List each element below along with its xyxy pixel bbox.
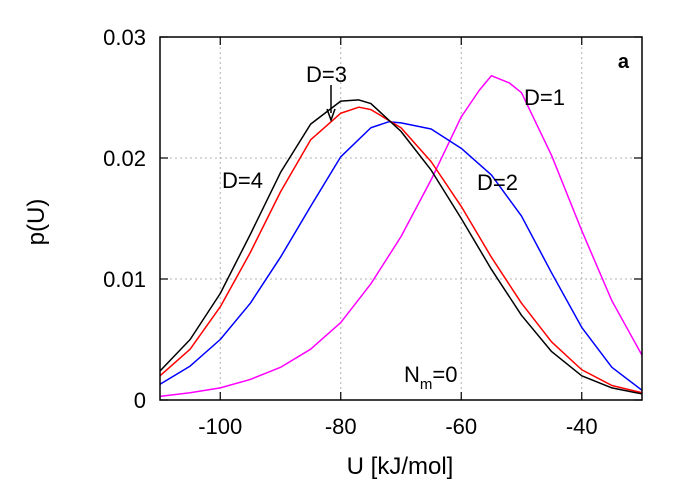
- series-label-d1: D=1: [524, 85, 565, 110]
- x-tick-label: -60: [445, 414, 477, 439]
- series-lines: [159, 74, 643, 398]
- y-axis-label: p(U): [23, 199, 50, 246]
- series-label-d4: D=4: [222, 168, 263, 193]
- d3-pointer-arrowhead: [326, 108, 336, 123]
- x-tick-label: -80: [325, 414, 357, 439]
- series-label-d3: D=3: [306, 62, 347, 87]
- x-tick-label: -40: [566, 414, 598, 439]
- series-label-d2: D=2: [477, 170, 518, 195]
- grid-lines: [160, 36, 642, 400]
- series-line-d-4: [159, 99, 643, 395]
- series-line-d-1: [159, 74, 643, 398]
- x-axis-label: U [kJ/mol]: [347, 453, 454, 480]
- y-tick-label: 0.01: [103, 267, 146, 292]
- series-line-d-3: [159, 106, 643, 394]
- x-tick-label: -100: [198, 414, 242, 439]
- series-line-d-2: [159, 120, 643, 391]
- plot-frame: [159, 36, 643, 401]
- axis-ticks: -100 -80 -60 -40 0 0.01 0.02 0.03: [103, 25, 642, 439]
- panel-label: a: [618, 51, 630, 73]
- y-tick-label: 0.03: [103, 25, 146, 50]
- nm-annotation: Nm=0: [404, 362, 457, 393]
- y-tick-label: 0: [134, 388, 146, 413]
- y-tick-label: 0.02: [103, 146, 146, 171]
